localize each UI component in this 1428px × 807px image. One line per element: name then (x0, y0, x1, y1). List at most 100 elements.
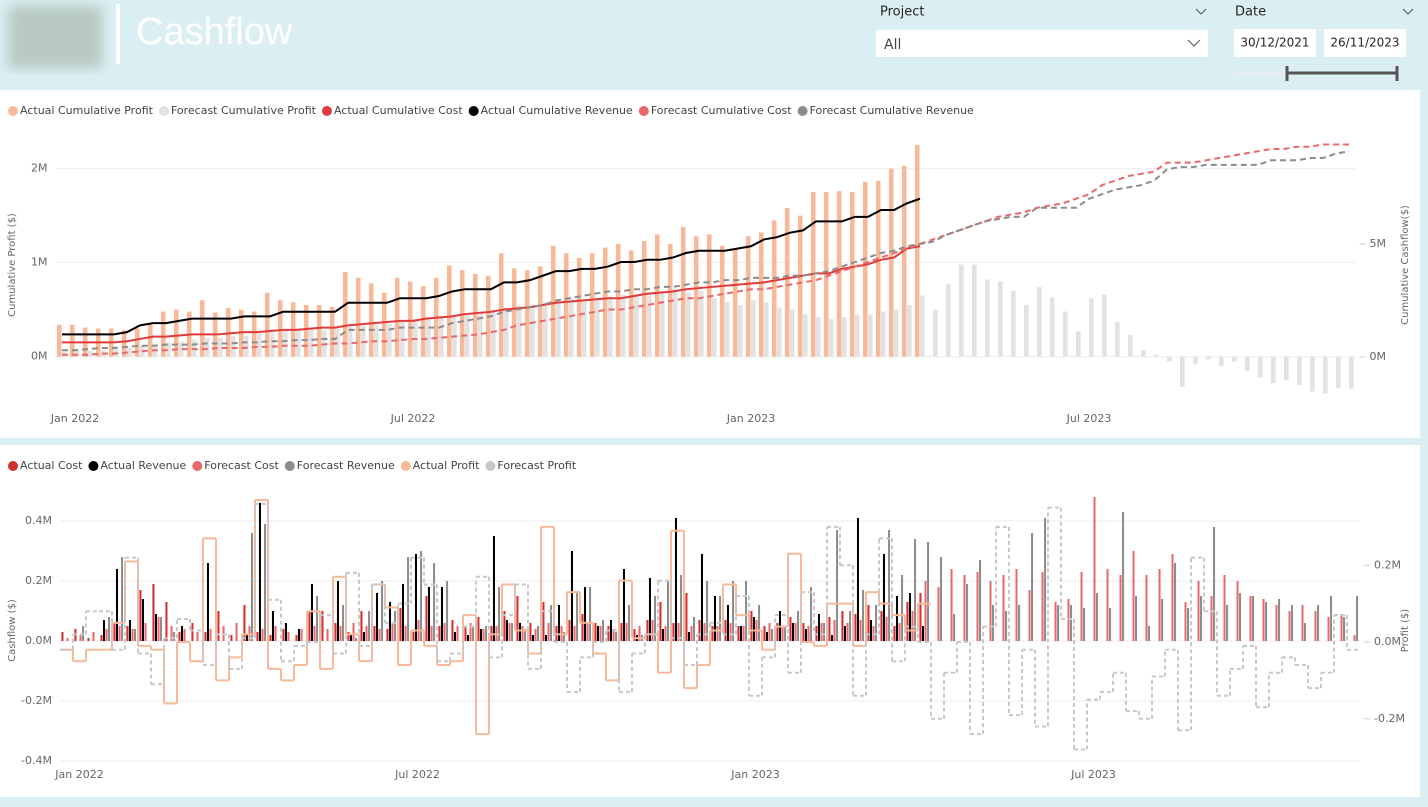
bar (1275, 605, 1278, 641)
bar (881, 311, 886, 357)
bar (1184, 602, 1187, 641)
line (62, 143, 1349, 356)
bar (368, 611, 371, 641)
bar (100, 635, 103, 641)
y-tick-label: -0.2M (21, 694, 52, 707)
bar (1226, 605, 1229, 641)
bar (589, 587, 592, 641)
bar (456, 626, 459, 641)
bar (518, 623, 521, 641)
bar (537, 626, 540, 641)
bar (131, 629, 134, 641)
bar (127, 347, 132, 357)
legend-marker (192, 461, 203, 471)
bar (880, 611, 883, 641)
bar (128, 620, 131, 641)
bar (706, 581, 709, 641)
bar (594, 623, 597, 641)
bar (517, 304, 522, 357)
bar (750, 611, 753, 641)
bar (950, 569, 953, 641)
bar (677, 623, 680, 641)
x-tick-label: Jul 2022 (394, 768, 440, 781)
bar (698, 620, 701, 641)
y2-tick-label: 0M (1370, 350, 1387, 363)
bar (703, 623, 706, 641)
date-filter-label: Date (1235, 5, 1266, 20)
bar (550, 245, 556, 357)
bar (726, 605, 729, 641)
date-start-box[interactable] (1234, 29, 1316, 57)
bar (121, 557, 124, 641)
legend-label: Forecast Cost (204, 459, 279, 472)
bar (924, 581, 927, 641)
bar (420, 551, 423, 641)
legend-marker (8, 461, 18, 471)
bar (147, 323, 153, 357)
bar (919, 593, 922, 641)
bar (849, 192, 855, 357)
project-filter-value[interactable]: All (884, 37, 901, 53)
bar (966, 584, 969, 641)
bar (612, 629, 615, 641)
bar (1239, 593, 1242, 641)
bar (308, 611, 311, 641)
bar (401, 584, 404, 641)
bar (170, 626, 173, 641)
bar (602, 620, 605, 641)
bar (179, 341, 184, 357)
bar (336, 581, 339, 641)
bar (400, 320, 405, 357)
bar (316, 304, 322, 357)
bar (661, 629, 664, 641)
bar (362, 632, 365, 641)
bar (979, 560, 982, 641)
bar (360, 611, 363, 641)
bar (625, 623, 628, 641)
bar (478, 311, 483, 357)
bar (524, 629, 527, 641)
bar (1353, 635, 1356, 641)
bar (829, 319, 834, 357)
y2-tick-label: 0.2M (1374, 558, 1401, 571)
bar (1011, 290, 1016, 357)
chevron[interactable] (1195, 8, 1207, 15)
bar (828, 617, 831, 641)
bar (1057, 605, 1060, 641)
bar (1327, 617, 1330, 641)
bar (469, 623, 472, 641)
date-end-box[interactable] (1324, 29, 1406, 57)
bar (349, 635, 352, 641)
project-dropdown[interactable] (876, 30, 1208, 57)
bar (274, 626, 277, 641)
chevron[interactable] (1187, 39, 1201, 47)
date-end[interactable]: 26/11/2023 (1330, 36, 1399, 50)
bar (183, 629, 186, 641)
bar (737, 626, 740, 641)
bar (245, 635, 248, 641)
bar (563, 253, 569, 357)
bar (1063, 311, 1068, 357)
bar (589, 253, 595, 357)
bar (1115, 321, 1120, 357)
bar (1245, 356, 1250, 371)
chevron[interactable] (1402, 8, 1414, 15)
bar (1180, 356, 1185, 387)
bar (659, 602, 662, 641)
bar (154, 614, 157, 641)
y-tick-label: 2M (31, 162, 48, 175)
x-tick-label: Jul 2023 (1070, 768, 1116, 781)
bar (595, 298, 600, 357)
bar (1232, 356, 1237, 362)
bar (386, 629, 389, 641)
bar (789, 617, 792, 641)
bar (791, 623, 794, 641)
bar (713, 596, 716, 641)
bar (347, 632, 350, 641)
date-start[interactable]: 30/12/2021 (1240, 36, 1309, 50)
bar (511, 623, 514, 641)
bar (1145, 575, 1148, 641)
bar (570, 551, 573, 641)
bar (1002, 575, 1005, 641)
